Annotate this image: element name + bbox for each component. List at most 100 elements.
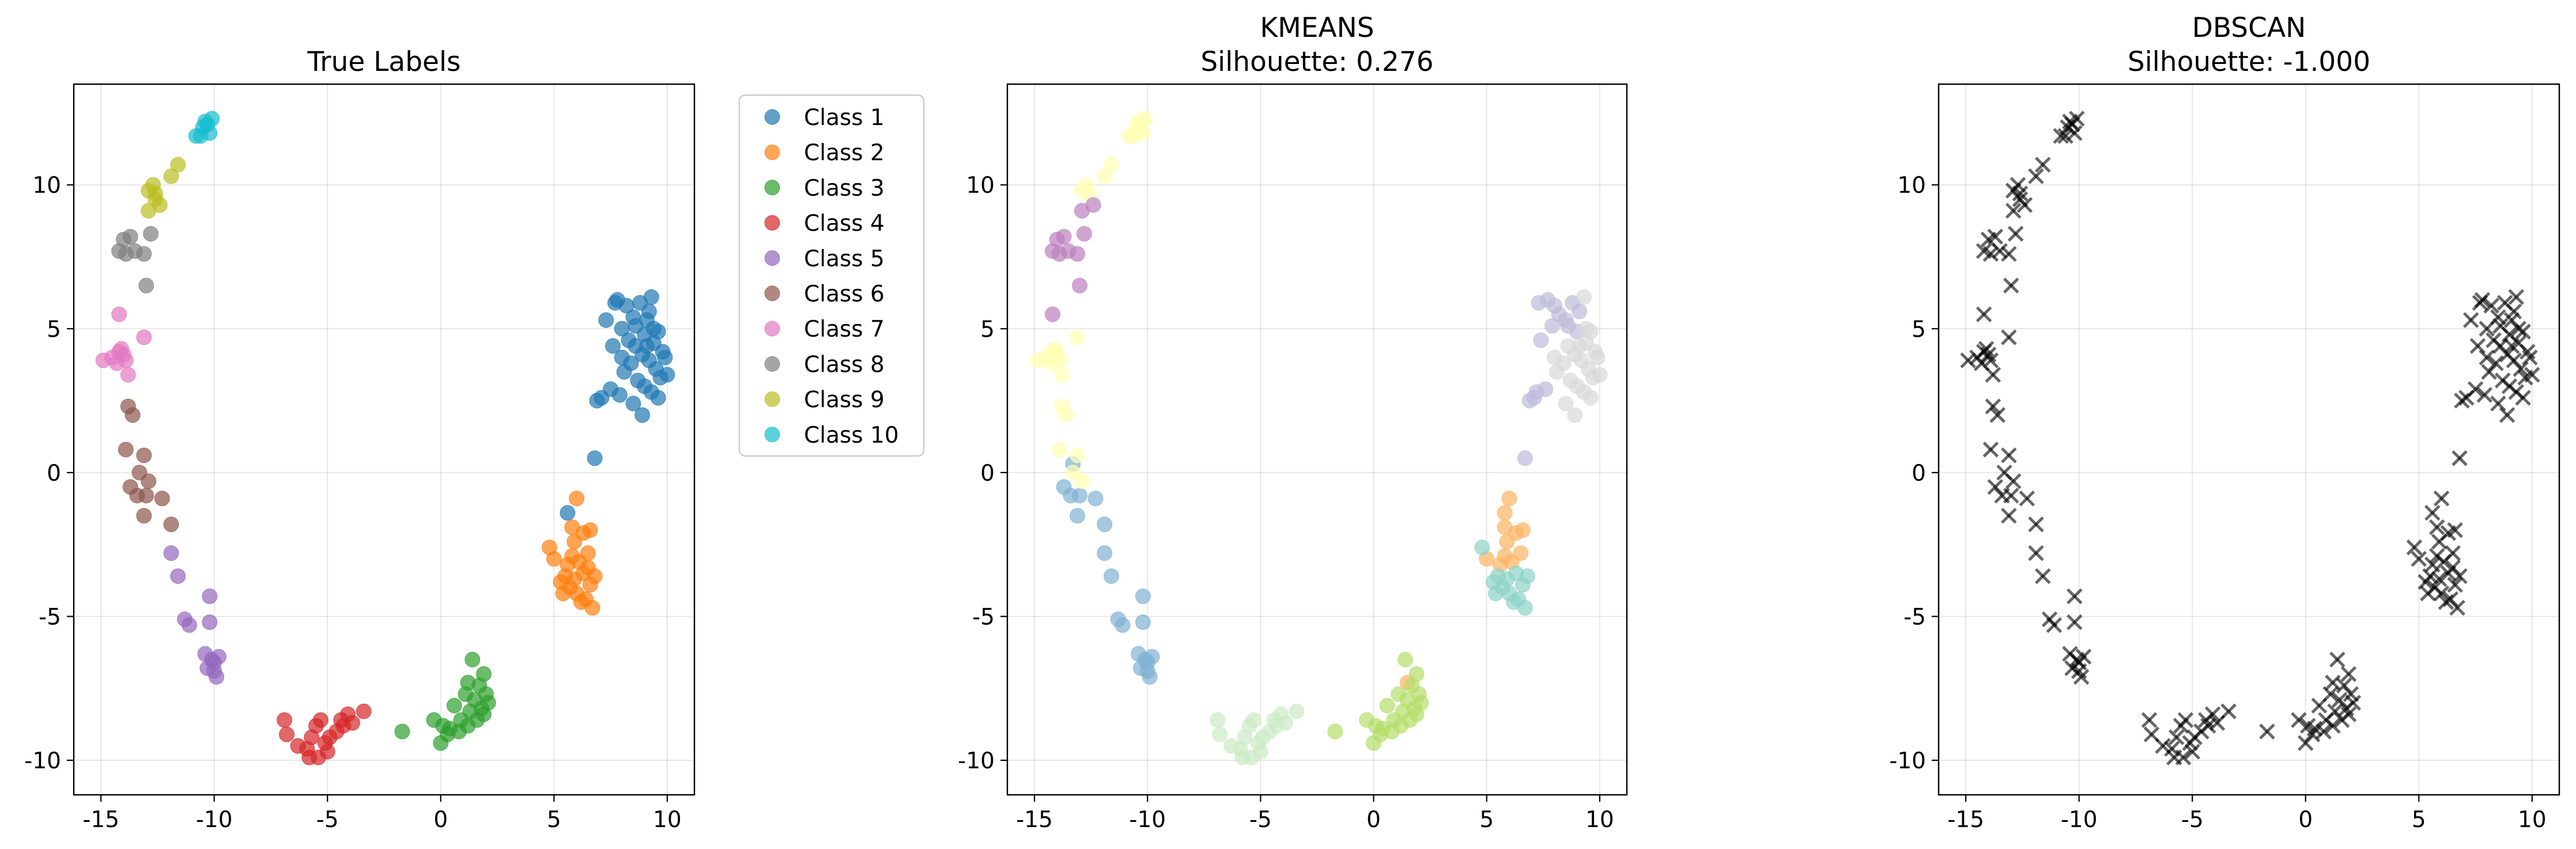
data-point	[1497, 505, 1513, 521]
data-point	[1085, 197, 1101, 213]
data-point	[1250, 735, 1266, 751]
y-tick-label: -5	[972, 605, 995, 631]
data-point	[553, 574, 569, 590]
data-point	[136, 329, 152, 345]
noise-point	[2433, 585, 2450, 602]
noise-point	[2071, 654, 2087, 671]
noise-point	[2462, 312, 2479, 329]
data-point	[1582, 390, 1599, 406]
data-point	[136, 246, 152, 262]
noise-point	[2524, 367, 2540, 383]
noise-point	[1992, 243, 2008, 259]
data-point	[278, 726, 294, 742]
data-point	[1072, 277, 1088, 293]
legend-marker	[764, 320, 780, 337]
noise-point	[2291, 712, 2307, 728]
noise-point	[2046, 617, 2063, 633]
legend-marker	[764, 250, 780, 266]
noise-point	[2304, 726, 2321, 742]
noise-point	[2522, 349, 2538, 365]
noise-point	[2486, 332, 2502, 349]
noise-point	[2490, 395, 2506, 412]
data-point	[598, 312, 614, 328]
data-point	[206, 654, 222, 670]
data-point	[560, 505, 576, 521]
legend-marker	[764, 179, 780, 195]
noise-point	[2506, 303, 2522, 320]
x-tick-label: 5	[1479, 807, 1494, 833]
axes-frame	[1006, 83, 1628, 796]
y-tick-label: -5	[39, 605, 61, 631]
y-tick-label: 5	[1912, 316, 1926, 342]
legend: Class 1 Class 2 Class 3 Class 4 Class 5 Class…	[738, 94, 925, 457]
noise-point	[2005, 202, 2022, 219]
data-point	[1592, 367, 1608, 383]
noise-point	[2012, 191, 2029, 207]
noise-point	[2028, 516, 2044, 533]
data-point	[1070, 246, 1086, 262]
grid	[74, 84, 694, 795]
legend-frame	[738, 94, 925, 457]
data-point	[569, 490, 585, 507]
data-point	[141, 473, 157, 489]
noise-point	[2479, 349, 2495, 365]
noise-point	[2141, 712, 2158, 728]
data-point	[138, 277, 154, 293]
data-point	[1576, 289, 1592, 305]
grid	[1007, 84, 1627, 795]
data-point	[1533, 332, 1549, 348]
data-point	[1408, 706, 1425, 722]
noise-point	[2329, 651, 2345, 668]
data-point	[95, 352, 111, 368]
noise-point	[2340, 666, 2357, 682]
noise-point	[2035, 157, 2051, 173]
data-point	[170, 157, 186, 173]
x-tick-label: -5	[2181, 807, 2204, 833]
legend-label: Class 5	[804, 246, 885, 272]
legend-marker	[764, 427, 780, 443]
data-point	[356, 703, 372, 719]
data-point	[582, 522, 598, 538]
x-tick-label: -10	[2061, 807, 2098, 833]
noise-point	[2345, 695, 2362, 711]
data-point	[657, 349, 673, 365]
noise-point	[2005, 473, 2022, 489]
legend-label: Class 1	[804, 105, 885, 131]
data-point	[1379, 697, 1395, 714]
data-point	[1519, 568, 1535, 584]
noise-point	[2483, 297, 2499, 314]
x-tick-label: -5	[316, 807, 339, 833]
data-point	[659, 367, 675, 383]
data-point	[589, 393, 605, 409]
data-point	[1029, 352, 1045, 368]
data-point	[643, 289, 659, 305]
noise-point	[2220, 703, 2237, 720]
y-tick-label: -10	[24, 748, 61, 774]
data-point	[546, 551, 562, 567]
data-point	[1121, 128, 1138, 144]
x-tick-label: 10	[2518, 807, 2547, 833]
noise-point	[2028, 168, 2044, 184]
x-tick-label: 10	[653, 807, 682, 833]
y-tick-label: 10	[966, 173, 995, 199]
data-point	[163, 516, 179, 533]
noise-point	[2418, 573, 2434, 590]
data-point	[1327, 723, 1343, 739]
noise-point	[2067, 588, 2083, 605]
ticks: -15 -10 -5 0 5 10 -10 -5 0 5 10	[958, 173, 1614, 833]
chart-title: True Labels	[307, 46, 460, 78]
data-point	[1397, 651, 1414, 667]
noise-point	[2182, 735, 2199, 751]
chart-subtitle: Silhouette: -1.000	[2128, 46, 2370, 78]
noise-point	[2424, 505, 2441, 521]
data-point	[1486, 574, 1502, 590]
data-point	[1289, 703, 1305, 719]
noise-point	[2053, 128, 2069, 144]
data-point	[1562, 372, 1578, 388]
legend-marker	[764, 215, 780, 231]
data-point	[118, 442, 134, 458]
data-point	[587, 568, 603, 584]
y-tick-label: -5	[1903, 605, 1926, 631]
x-tick-label: 5	[2412, 807, 2426, 833]
legend-label: Class 10	[804, 422, 899, 448]
